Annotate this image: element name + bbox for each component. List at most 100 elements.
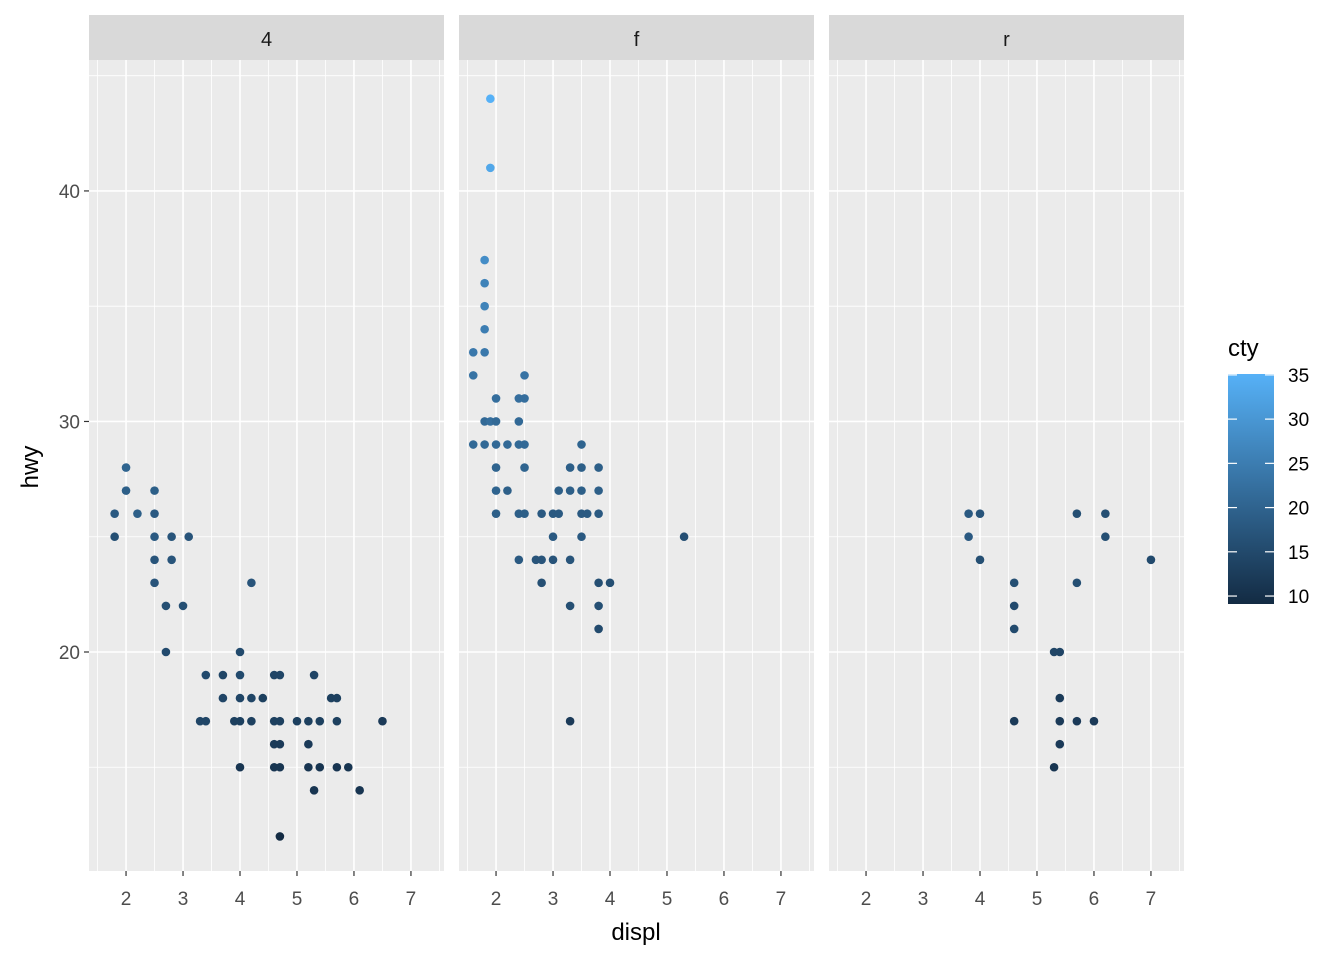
data-point [247, 693, 256, 703]
data-point [468, 440, 478, 449]
data-point [378, 716, 387, 726]
data-point [167, 532, 176, 542]
colorbar-label: 25 [1288, 454, 1309, 475]
data-point [235, 693, 245, 703]
x-tick-label: 7 [406, 889, 417, 910]
data-point [565, 555, 575, 565]
data-point [309, 786, 319, 795]
data-point [275, 832, 285, 841]
data-point [275, 762, 285, 772]
data-point [491, 486, 501, 495]
data-point [520, 371, 529, 380]
data-point [167, 555, 176, 565]
data-point [258, 693, 268, 703]
data-point [594, 463, 603, 472]
data-point [1101, 509, 1110, 518]
data-point [554, 486, 564, 495]
data-point [537, 555, 546, 565]
x-tick-label: 7 [776, 889, 787, 910]
data-point [1055, 693, 1065, 703]
data-point [594, 624, 603, 634]
data-point [150, 578, 159, 588]
x-tick-label: 5 [292, 889, 303, 910]
data-point [582, 509, 592, 518]
data-point [150, 486, 159, 495]
y-tick-label: 40 [59, 182, 80, 203]
data-point [235, 647, 245, 657]
data-point [577, 463, 586, 472]
colorbar-label: 10 [1288, 587, 1309, 608]
data-point [565, 716, 575, 726]
data-point [605, 578, 615, 588]
x-tick-label: 3 [178, 889, 189, 910]
facet-strip [829, 15, 1184, 60]
colorbar-label: 30 [1288, 410, 1309, 431]
colorbar [1228, 374, 1274, 604]
data-point [275, 739, 285, 749]
x-tick-label: 2 [861, 889, 872, 910]
data-point [235, 716, 245, 726]
x-tick-label: 6 [1089, 889, 1100, 910]
facet-strip [459, 15, 814, 60]
data-point [594, 486, 603, 495]
data-point [514, 555, 524, 565]
data-point [565, 463, 575, 472]
data-point [1009, 624, 1019, 634]
data-point [275, 716, 285, 726]
facet-strip [89, 15, 444, 60]
data-point [468, 371, 478, 380]
x-tick-label: 2 [491, 889, 502, 910]
data-point [309, 670, 319, 680]
data-point [468, 348, 478, 357]
data-point [178, 601, 188, 611]
facet-strip-label: 4 [261, 29, 272, 51]
data-point [150, 532, 159, 542]
data-point [548, 555, 558, 565]
data-point [520, 463, 529, 472]
data-point [218, 670, 228, 680]
data-point [275, 670, 285, 680]
data-point [1049, 762, 1059, 772]
data-point [150, 509, 159, 518]
data-point [537, 578, 546, 588]
data-point [577, 486, 586, 495]
data-point [304, 739, 313, 749]
data-point [1055, 647, 1065, 657]
data-point [292, 716, 302, 726]
panel-background [89, 60, 444, 871]
data-point [1089, 716, 1099, 726]
legend-title: cty [1228, 335, 1259, 362]
data-point [486, 163, 495, 173]
data-point [121, 463, 131, 472]
data-point [201, 670, 211, 680]
facet-panel-r: r 2 3 4 5 6 7 [829, 15, 1184, 910]
data-point [548, 532, 558, 542]
facet-panel-4: 4 2 3 4 5 6 7 20 30 40 [59, 15, 444, 910]
data-point [161, 601, 171, 611]
color-legend: cty 10 15 20 25 30 35 [1228, 335, 1309, 608]
data-point [577, 532, 586, 542]
data-point [491, 394, 501, 403]
data-point [480, 301, 489, 311]
data-point [247, 578, 256, 588]
data-point [1101, 532, 1110, 542]
data-point [975, 509, 985, 518]
data-point [480, 440, 489, 449]
x-tick-label: 4 [235, 889, 246, 910]
data-point [1146, 555, 1156, 565]
x-tick-label: 4 [605, 889, 616, 910]
colorbar-label: 35 [1288, 366, 1309, 387]
x-tick-label: 4 [975, 889, 986, 910]
data-point [355, 786, 364, 795]
data-point [332, 716, 342, 726]
data-point [1009, 716, 1019, 726]
x-tick-label: 6 [719, 889, 730, 910]
data-point [565, 486, 575, 495]
data-point [537, 509, 546, 518]
data-point [247, 716, 256, 726]
data-point [332, 693, 342, 703]
data-point [1055, 716, 1065, 726]
data-point [503, 486, 512, 495]
data-point [1072, 509, 1082, 518]
data-point [565, 601, 575, 611]
